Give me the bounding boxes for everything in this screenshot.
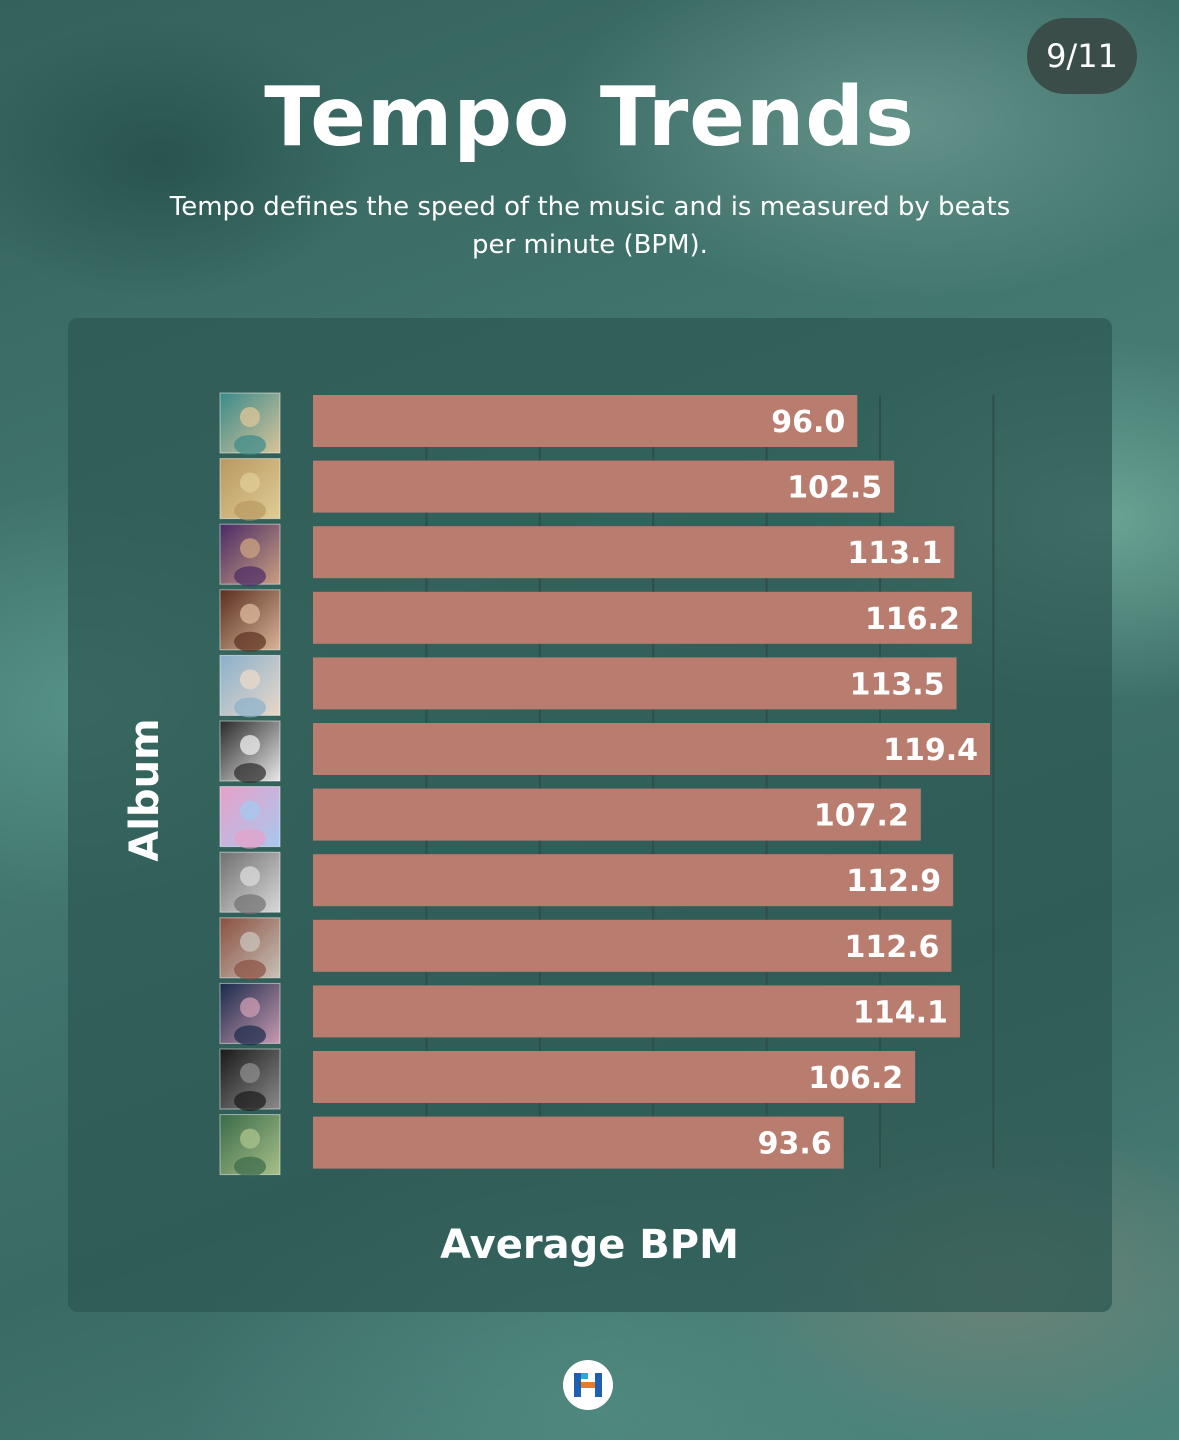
data-label: 96.0 (771, 405, 845, 440)
album-cover-figure (240, 669, 260, 690)
data-label: 119.4 (883, 733, 978, 768)
x-axis-label: Average BPM (440, 1222, 739, 1268)
page-title: Tempo Trends (264, 70, 915, 165)
data-label: 112.9 (846, 864, 941, 899)
data-label: 113.1 (847, 536, 942, 571)
bar (313, 591, 972, 644)
album-cover-figure (240, 931, 260, 952)
data-label: 112.6 (845, 930, 940, 965)
bar (313, 526, 955, 579)
album-cover-figure (234, 1091, 266, 1111)
data-label: 116.2 (865, 602, 960, 637)
page-subtitle: Tempo defines the speed of the music and… (169, 192, 1011, 260)
album-cover-figure (234, 435, 266, 455)
bar (313, 985, 960, 1038)
data-label: 114.1 (853, 995, 948, 1030)
album-cover-figure (234, 697, 266, 718)
album-cover-figure (240, 1128, 260, 1149)
bar (313, 460, 895, 513)
brand-logo-icon (574, 1373, 602, 1397)
album-cover-figure (240, 866, 260, 887)
album-cover-figure (240, 997, 260, 1018)
album-cover-figure (240, 407, 260, 427)
bar (313, 395, 858, 447)
album-cover-figure (240, 603, 260, 624)
album-cover-figure (240, 538, 260, 559)
data-label: 102.5 (787, 471, 882, 506)
data-label: 93.6 (758, 1127, 832, 1162)
album-cover-figure (234, 631, 266, 652)
album-cover-figure (234, 959, 266, 980)
album-cover-figure (240, 472, 260, 493)
data-label: 113.5 (850, 667, 945, 702)
album-cover-figure (240, 1063, 260, 1083)
bar (313, 1116, 844, 1169)
album-cover-figure (234, 894, 266, 915)
bar (313, 723, 990, 775)
bar (313, 657, 957, 710)
bar (313, 919, 952, 972)
album-cover-figure (240, 735, 260, 755)
album-cover-figure (240, 800, 260, 821)
album-cover-figure (234, 500, 266, 521)
album-cover-figure (234, 763, 266, 783)
album-cover-figure (234, 828, 266, 849)
album-cover-figure (234, 1156, 266, 1177)
y-axis-label: Album (122, 718, 168, 862)
data-label: 107.2 (814, 799, 909, 834)
bar (313, 854, 954, 907)
brand-logo (563, 1360, 613, 1410)
bar (313, 1051, 916, 1103)
bar (313, 788, 921, 841)
album-cover-figure (234, 566, 266, 587)
data-label: 106.2 (808, 1061, 903, 1096)
album-cover-figure (234, 1025, 266, 1046)
page-counter: 9/11 (1027, 18, 1137, 94)
